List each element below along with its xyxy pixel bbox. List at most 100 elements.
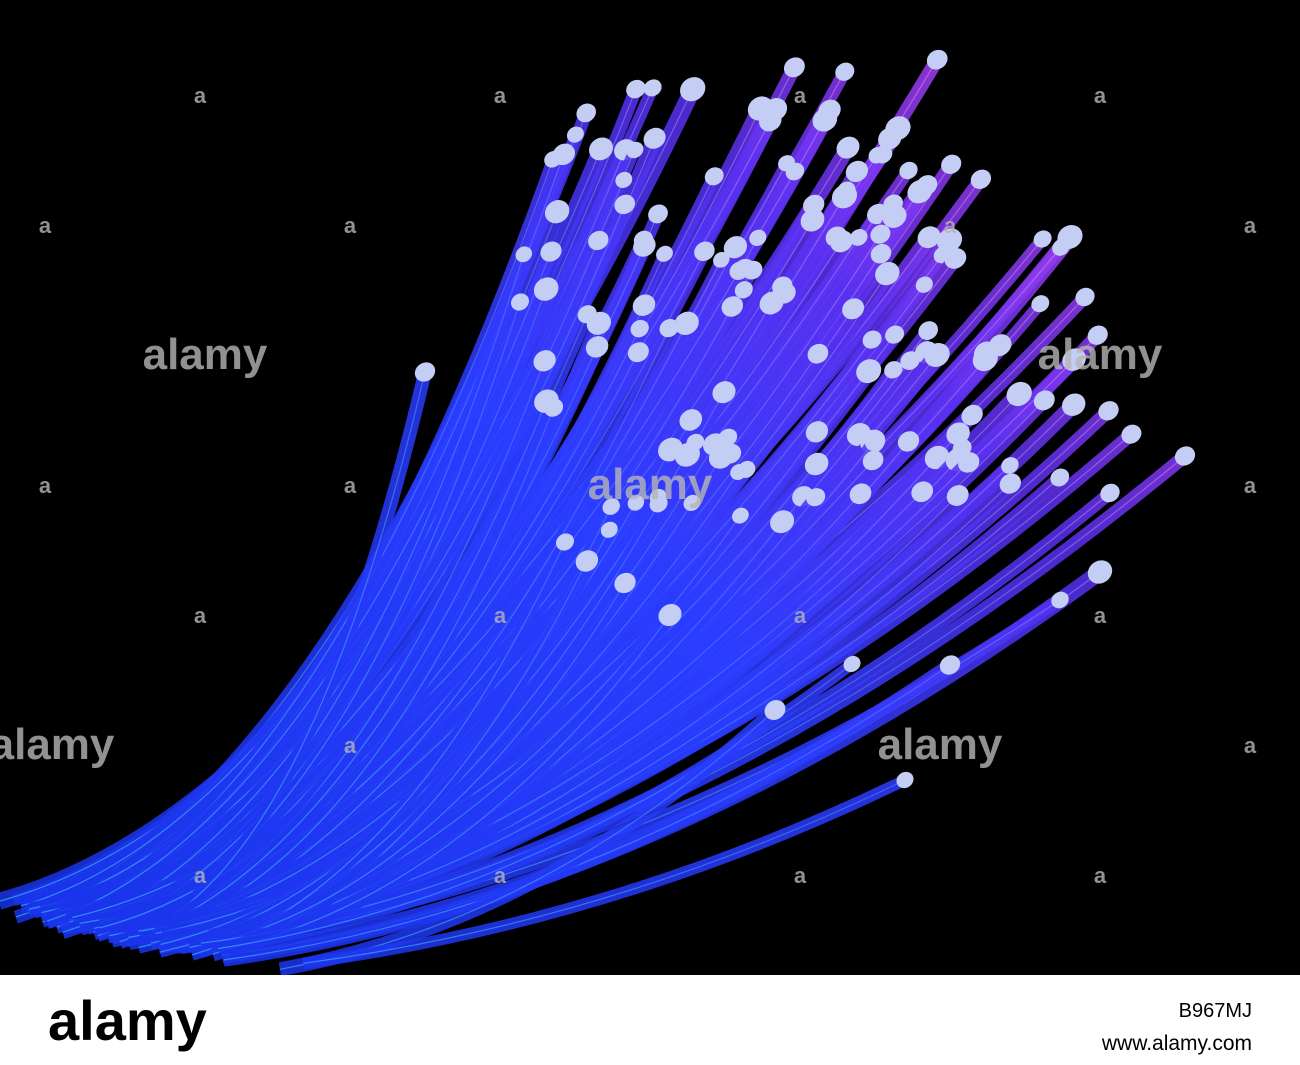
fiber-end [615, 171, 633, 188]
fiber-end [683, 494, 701, 512]
fiber-end [1098, 401, 1119, 421]
fiber-end [555, 533, 575, 551]
fiber-end [804, 452, 829, 476]
watermark-logo: alamy [1038, 330, 1163, 379]
fiber-end [870, 224, 891, 244]
fiber-end [830, 230, 854, 253]
fiber-end [588, 230, 609, 251]
fiber-end [845, 160, 869, 183]
fiber-end [602, 498, 620, 515]
watermark-mark: a [494, 863, 507, 888]
watermark-mark: a [1094, 603, 1107, 628]
fiber-end [900, 351, 920, 370]
fiber-end [759, 291, 784, 315]
fiber-end [1051, 591, 1069, 609]
fiber-end [865, 432, 884, 451]
fiber-end [958, 452, 980, 473]
fiber-end [1087, 325, 1108, 345]
fiber-end [586, 311, 611, 335]
fiber-end [870, 243, 892, 264]
fiber-end [585, 336, 609, 358]
fiber-end [805, 421, 829, 443]
fiber-end [800, 208, 825, 232]
fiber-end [633, 235, 656, 257]
fiber-end [842, 298, 865, 320]
fiber-end [1033, 390, 1055, 411]
watermark-logo: alamy [588, 460, 713, 509]
fiber-end [843, 655, 861, 673]
fiber-end [566, 126, 584, 143]
fiber-end [849, 228, 868, 246]
fiber-end [694, 241, 715, 262]
fiber-end [862, 450, 884, 471]
fiber-end [836, 136, 860, 159]
fiber-end [723, 236, 748, 259]
fiber-end [649, 495, 668, 513]
watermark-mark: a [344, 213, 357, 238]
fiber-end [533, 277, 559, 301]
fiber-end [915, 276, 933, 293]
fiber-end [674, 311, 699, 335]
fiber-end [544, 200, 570, 224]
watermark-mark: a [1094, 863, 1107, 888]
watermark-mark: a [1094, 83, 1107, 108]
watermark-mark: a [794, 863, 807, 888]
fiber-end [764, 700, 786, 720]
fiber-end [941, 154, 962, 174]
fiber-end [770, 510, 795, 534]
watermark-mark: a [1244, 733, 1257, 758]
fiber-end [896, 771, 914, 789]
fiber-end [918, 321, 938, 340]
fiber-end [924, 343, 950, 367]
fiber-end [1006, 381, 1032, 407]
fiber-end [944, 248, 967, 269]
watermark-mark: a [794, 603, 807, 628]
fiber-end [882, 205, 907, 228]
fiber-end [911, 481, 934, 503]
fiber-end [961, 405, 983, 426]
fiber-end [734, 281, 753, 299]
fiber-end [885, 325, 905, 344]
watermark-mark: a [1244, 213, 1257, 238]
fiber-end [544, 398, 564, 417]
watermark-mark: a [344, 733, 357, 758]
fiber-end [576, 103, 596, 123]
fiber-end [899, 161, 918, 180]
fiber-bundle [0, 49, 1196, 977]
fiber-end [1075, 287, 1095, 307]
watermark-mark: a [194, 863, 207, 888]
fiber-highlight [218, 582, 626, 943]
fiber-end [708, 445, 734, 469]
watermark-mark: a [494, 603, 507, 628]
fiber-end [1061, 393, 1086, 416]
fiber-end [721, 296, 744, 317]
fiber-end [831, 184, 858, 209]
fiber-end [575, 550, 599, 572]
fiber-end [759, 109, 782, 132]
fiber-end [680, 77, 706, 102]
fiber-end [1052, 239, 1070, 256]
fiber-end [704, 167, 724, 186]
fiber-end [713, 251, 730, 268]
fiber-end [510, 293, 530, 311]
fiber-end [1100, 483, 1120, 503]
fiber-end [648, 204, 668, 224]
fiber-end [1031, 295, 1050, 313]
fiber-end [868, 146, 887, 164]
fiber-end [643, 79, 662, 97]
fiber-end [862, 330, 882, 349]
fiber-end [936, 228, 963, 253]
fiber-end [626, 141, 644, 159]
fiber-end [749, 229, 767, 246]
fiber-end [999, 473, 1021, 494]
fiber-end [729, 261, 749, 281]
footer-logo: alamy [48, 989, 207, 1052]
fiber-end [540, 241, 562, 262]
fiber-end [614, 572, 636, 594]
fiber-end [627, 494, 645, 511]
watermark-mark: a [39, 213, 52, 238]
fiber-end [626, 79, 646, 99]
fiber-end [632, 294, 656, 316]
fiber-highlight [223, 664, 951, 961]
